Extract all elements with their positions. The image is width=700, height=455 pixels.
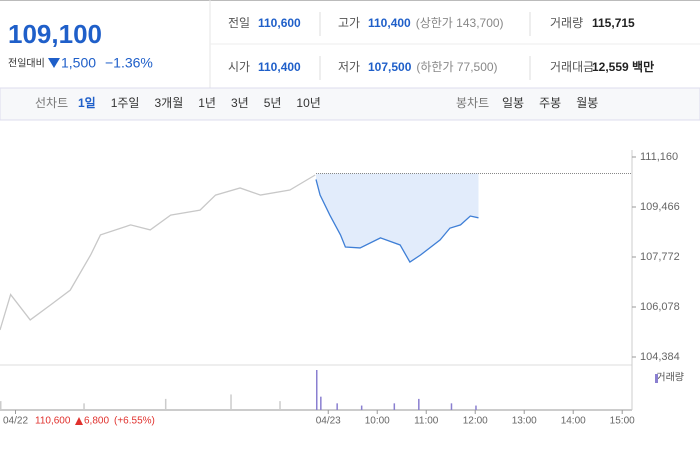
volume-bar [336,403,338,410]
period-tab[interactable]: 3년 [231,96,249,110]
stat-value: 12,559 백만 [592,59,654,74]
stat-sub: (상한가 143,700) [416,16,504,30]
stat-label: 거래대금 [550,60,594,74]
stat-value: 107,500 [368,60,412,74]
prev-close: 110,600 [35,416,71,427]
down-icon [48,58,60,68]
price-line [315,179,479,264]
tab-bar [0,87,700,121]
volume-bar [418,398,420,410]
volume-bar [320,396,322,410]
y-tick-label: 107,772 [640,251,680,263]
price-line [0,174,316,331]
volume-bar [316,370,318,410]
period-tab[interactable]: 1주일 [111,96,140,110]
change-label: 전일대비 [8,58,45,70]
volume-bar [83,403,85,410]
stat-value: 110,400 [368,16,411,30]
area [316,173,479,263]
x-tick-label: 14:00 [561,416,586,427]
candle-tab[interactable]: 월봉 [576,96,598,110]
period-tab[interactable]: 5년 [264,96,282,110]
prev-pct: (+6.55%) [114,416,155,427]
candle-tab[interactable]: 일봉 [502,96,524,110]
volume-legend: 거래량 [656,372,684,384]
candle-tab[interactable]: 주봉 [539,96,561,110]
x-tick-label: 04/22 [3,416,28,427]
up-icon [75,417,83,425]
y-tick-label: 106,078 [640,301,680,313]
period-tab[interactable]: 3개월 [154,96,183,110]
prev-change: 6,800 [84,416,109,427]
period-tab[interactable]: 1년 [198,96,216,110]
x-tick-label: 04/23 [316,416,341,427]
y-tick-label: 111,160 [640,151,678,163]
period-tab[interactable]: 10년 [296,96,320,110]
y-tick-label: 109,466 [640,201,680,213]
x-tick-label: 11:00 [414,416,439,427]
x-tick-label: 13:00 [512,416,537,427]
change: 1,500 [61,55,96,71]
stat-label: 전일 [228,16,250,30]
volume-bar [279,401,281,410]
volume-bar [450,403,453,410]
volume-bar [164,398,167,410]
legend-swatch [655,374,658,383]
stat-value: 115,715 [592,16,635,30]
stat-label: 시가 [228,60,250,74]
x-tick-label: 12:00 [463,416,488,427]
volume-bar [475,405,477,410]
change-pct: −1.36% [105,55,153,71]
y-tick-label: 104,384 [640,351,680,363]
x-tick-label: 10:00 [365,416,390,427]
volume-bar [393,403,396,410]
volume-bar [0,401,2,410]
price: 109,100 [8,19,102,49]
stat-sub: (하한가 77,500) [416,60,497,74]
stat-value: 110,400 [258,60,301,74]
volume-bar [360,405,363,410]
x-tick-label: 15:00 [610,416,635,427]
stat-value: 110,600 [258,16,301,30]
tab-label: 봉차트 [456,96,489,110]
tab-label: 선차트 [35,96,68,110]
volume-bar [230,394,232,410]
stat-label: 저가 [338,60,360,74]
stat-label: 고가 [338,16,360,30]
stat-label: 거래량 [550,16,583,30]
period-tab[interactable]: 1일 [78,96,96,110]
